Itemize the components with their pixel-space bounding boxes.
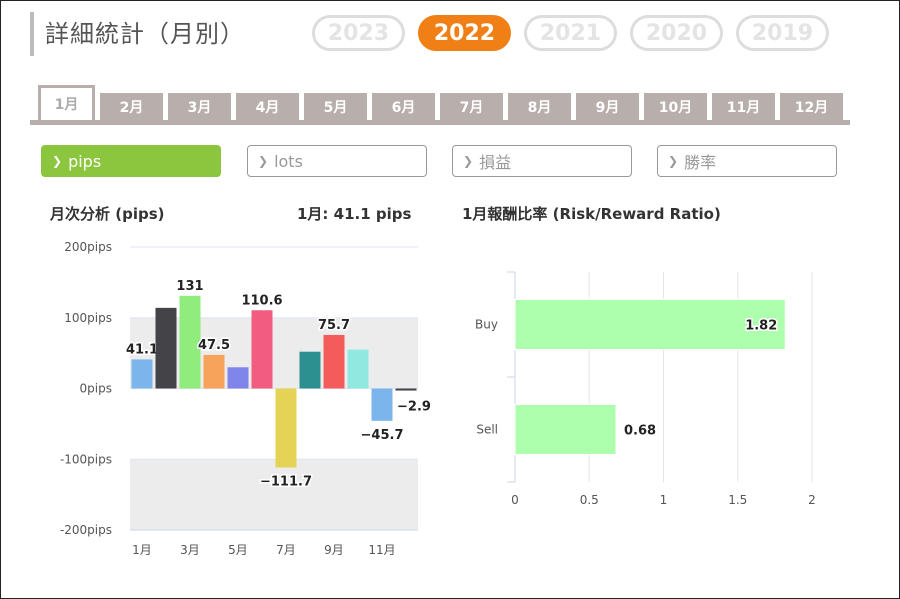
metric-label: 勝率: [684, 153, 717, 172]
year-tab-2022[interactable]: 2022: [418, 15, 511, 51]
metric-label: lots: [274, 151, 303, 171]
data-label: 41.1: [126, 342, 158, 357]
chevron-right-icon: ❯: [668, 154, 679, 168]
rr-chart-title: 1月報酬比率 (Risk/Reward Ratio): [462, 205, 721, 223]
x-tick-label: 3月: [180, 543, 200, 557]
month-tab-11[interactable]: 11月: [712, 93, 775, 120]
month-tab-7[interactable]: 7月: [440, 93, 503, 120]
month-tab-6[interactable]: 6月: [372, 93, 435, 120]
plot-band: [130, 459, 418, 530]
year-selector: 2023 2022 2021 2020 2019: [312, 15, 829, 51]
data-label: 1.82: [745, 319, 777, 334]
x-tick-label: 0: [511, 493, 519, 507]
x-tick-label: 1: [660, 493, 668, 507]
x-tick-label: 9月: [324, 543, 344, 557]
month-tab-1[interactable]: 1月: [38, 85, 95, 120]
year-tab-2019[interactable]: 2019: [736, 15, 829, 51]
month-tab-3[interactable]: 3月: [168, 93, 231, 120]
data-label: 75.7: [318, 318, 350, 333]
metric-button-2[interactable]: ❯ 損益: [452, 145, 632, 177]
y-tick-label: -200pips: [60, 523, 112, 537]
chevron-right-icon: ❯: [52, 154, 63, 168]
chevron-right-icon: ❯: [258, 154, 269, 168]
x-tick-label: 5月: [228, 543, 248, 557]
y-tick-label: 200pips: [64, 240, 112, 254]
bar-11月: [371, 388, 393, 421]
data-label: −45.7: [361, 428, 404, 443]
metric-label: pips: [68, 151, 102, 171]
metric-label: 損益: [479, 153, 512, 172]
y-tick-label: -100pips: [60, 452, 112, 466]
x-tick-label: 1.5: [728, 493, 747, 507]
y-tick-label: Sell: [476, 423, 498, 437]
month-tab-8[interactable]: 8月: [508, 93, 571, 120]
bar-12月: [395, 388, 417, 391]
bar-1月: [131, 359, 153, 389]
year-tab-2021[interactable]: 2021: [524, 15, 617, 51]
data-label: 110.6: [241, 293, 282, 308]
bar-6月: [251, 310, 273, 389]
month-tab-10[interactable]: 10月: [644, 93, 707, 120]
year-tab-2020[interactable]: 2020: [630, 15, 723, 51]
x-tick-label: 0.5: [580, 493, 599, 507]
metric-button-1[interactable]: ❯ lots: [247, 145, 427, 177]
y-tick-label: Buy: [475, 318, 498, 332]
bar-10月: [347, 349, 369, 389]
month-tab-5[interactable]: 5月: [304, 93, 367, 120]
bar-5月: [227, 367, 249, 389]
bar-3月: [179, 295, 201, 389]
month-tab-9[interactable]: 9月: [576, 93, 639, 120]
y-tick-label: 0pips: [80, 382, 112, 396]
monthly-chart-subtitle: 1月: 41.1 pips: [297, 205, 412, 223]
x-tick-label: 2: [808, 493, 816, 507]
data-label: −111.7: [260, 475, 312, 490]
bar-2月: [155, 307, 177, 389]
x-tick-label: 7月: [276, 543, 296, 557]
page-title: 詳細統計（月別）: [45, 20, 245, 48]
bar-Buy: [514, 299, 786, 350]
data-label: −2.9: [397, 400, 431, 415]
y-tick-label: 100pips: [64, 311, 112, 325]
bar-7月: [275, 388, 297, 468]
bar-Sell: [514, 404, 617, 455]
metric-button-3[interactable]: ❯ 勝率: [657, 145, 837, 177]
data-label: 0.68: [624, 424, 656, 439]
month-tab-2[interactable]: 2月: [100, 93, 163, 120]
bar-4月: [203, 354, 225, 389]
bar-8月: [299, 351, 321, 389]
x-tick-label: 11月: [368, 543, 395, 557]
risk-reward-chart: 0 0.5 1 1.5 2 Buy 1.82 Sell 0.68: [475, 271, 816, 507]
chevron-right-icon: ❯: [463, 154, 474, 168]
monthly-pips-chart: 200pips 100pips 0pips -100pips -200pips 41.1 1…: [60, 240, 433, 557]
data-label: 131: [176, 279, 203, 294]
month-tab-4[interactable]: 4月: [236, 93, 299, 120]
x-tick-label: 1月: [132, 543, 152, 557]
data-label: 47.5: [198, 338, 230, 353]
bar-9月: [323, 334, 345, 389]
monthly-chart-title: 月次分析 (pips): [50, 205, 165, 223]
title-accent-bar: [30, 12, 34, 56]
year-tab-2023[interactable]: 2023: [312, 15, 405, 51]
plot-band: [130, 317, 418, 389]
month-tab-12[interactable]: 12月: [780, 93, 843, 120]
month-tabs: 1月 2月 3月 4月 5月 6月 7月 8月 9月 10月 11月 12月: [30, 80, 850, 125]
metric-button-0[interactable]: ❯ pips: [41, 145, 221, 177]
